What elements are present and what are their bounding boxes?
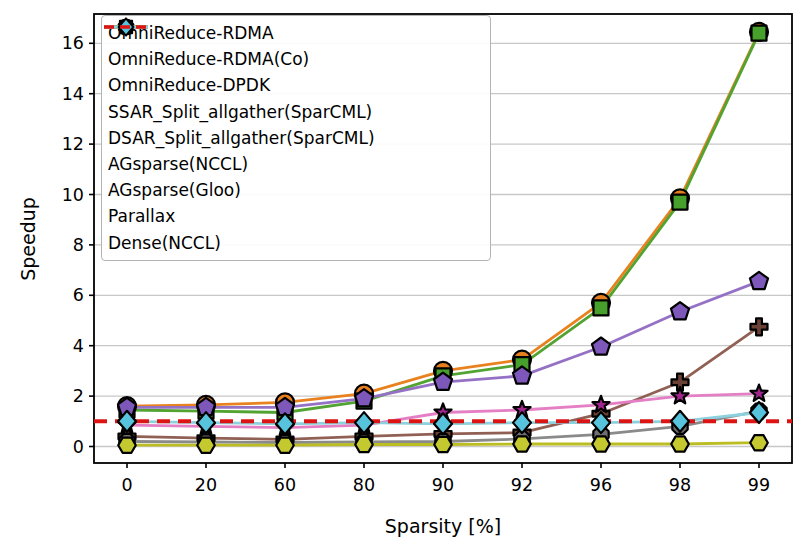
marker-square bbox=[752, 26, 767, 41]
legend-item: OmniReduce-RDMA(Co) bbox=[108, 46, 484, 72]
speedup-vs-sparsity-chart: 0 2 4 6 8 10 12 14 16 0 20 60 80 90 92 96 98 99 Sparsity … bbox=[0, 0, 806, 554]
legend-marker-dash-icon bbox=[102, 16, 150, 38]
legend-item: OmniReduce-DPDK bbox=[108, 72, 484, 98]
y-tick-label: 2 bbox=[73, 386, 84, 406]
x-tick-label: 99 bbox=[748, 475, 770, 495]
x-tick-label: 96 bbox=[590, 475, 612, 495]
legend-item: AGsparse(NCCL) bbox=[108, 151, 484, 177]
x-tick-label: 90 bbox=[432, 475, 454, 495]
x-tick-label: 92 bbox=[511, 475, 533, 495]
marker-pentagon bbox=[592, 338, 610, 355]
legend-item: Dense(NCCL) bbox=[108, 230, 484, 256]
marker-plus bbox=[751, 318, 768, 335]
marker-hexagon bbox=[118, 438, 136, 453]
legend-item: SSAR_Split_allgather(SparCML) bbox=[108, 99, 484, 125]
legend-item: Parallax bbox=[108, 203, 484, 229]
legend-item-label: OmniReduce-RDMA(Co) bbox=[108, 49, 309, 69]
legend-item: AGsparse(Gloo) bbox=[108, 177, 484, 203]
legend: OmniReduce-RDMA OmniReduce-RDMA(Co) OmniRe… bbox=[101, 15, 491, 261]
y-tick-label: 10 bbox=[62, 185, 84, 205]
legend-item-label: DSAR_Split_allgather(SparCML) bbox=[108, 128, 375, 148]
marker-hexagon bbox=[197, 438, 215, 453]
y-tick-label: 6 bbox=[73, 285, 84, 305]
x-tick-label: 0 bbox=[121, 475, 132, 495]
x-tick-label: 98 bbox=[669, 475, 691, 495]
legend-item-label: AGsparse(Gloo) bbox=[108, 180, 241, 200]
y-tick-label: 8 bbox=[73, 235, 84, 255]
marker-hexagon bbox=[434, 437, 452, 452]
marker-star bbox=[671, 387, 688, 403]
x-axis-label: Sparsity [%] bbox=[94, 515, 792, 537]
marker-star bbox=[750, 385, 767, 401]
legend-item-label: Parallax bbox=[108, 206, 175, 226]
legend-item-label: OmniReduce-DPDK bbox=[108, 75, 270, 95]
marker-hexagon bbox=[671, 436, 689, 451]
y-tick-label: 14 bbox=[62, 84, 84, 104]
marker-diamond bbox=[355, 412, 373, 433]
marker-pentagon bbox=[750, 272, 768, 289]
marker-hexagon bbox=[592, 436, 610, 451]
y-axis-label: Speedup bbox=[17, 0, 39, 479]
marker-hexagon bbox=[276, 438, 294, 453]
legend-item: OmniReduce-RDMA bbox=[108, 20, 484, 46]
marker-pentagon bbox=[671, 302, 689, 319]
legend-item-label: SSAR_Split_allgather(SparCML) bbox=[108, 102, 372, 122]
marker-square bbox=[673, 195, 688, 210]
x-tick-label: 60 bbox=[274, 475, 296, 495]
x-tick-label: 20 bbox=[195, 475, 217, 495]
y-tick-label: 16 bbox=[62, 33, 84, 53]
marker-hexagon bbox=[513, 436, 531, 451]
x-tick-label: 80 bbox=[353, 475, 375, 495]
y-tick-label: 12 bbox=[62, 134, 84, 154]
marker-hexagon bbox=[355, 437, 373, 452]
marker-hexagon bbox=[750, 435, 768, 450]
legend-item: DSAR_Split_allgather(SparCML) bbox=[108, 125, 484, 151]
legend-item-label: AGsparse(NCCL) bbox=[108, 154, 248, 174]
y-tick-label: 4 bbox=[73, 336, 84, 356]
legend-item-label: Dense(NCCL) bbox=[108, 233, 221, 253]
y-tick-label: 0 bbox=[73, 437, 84, 457]
marker-square bbox=[594, 300, 609, 315]
